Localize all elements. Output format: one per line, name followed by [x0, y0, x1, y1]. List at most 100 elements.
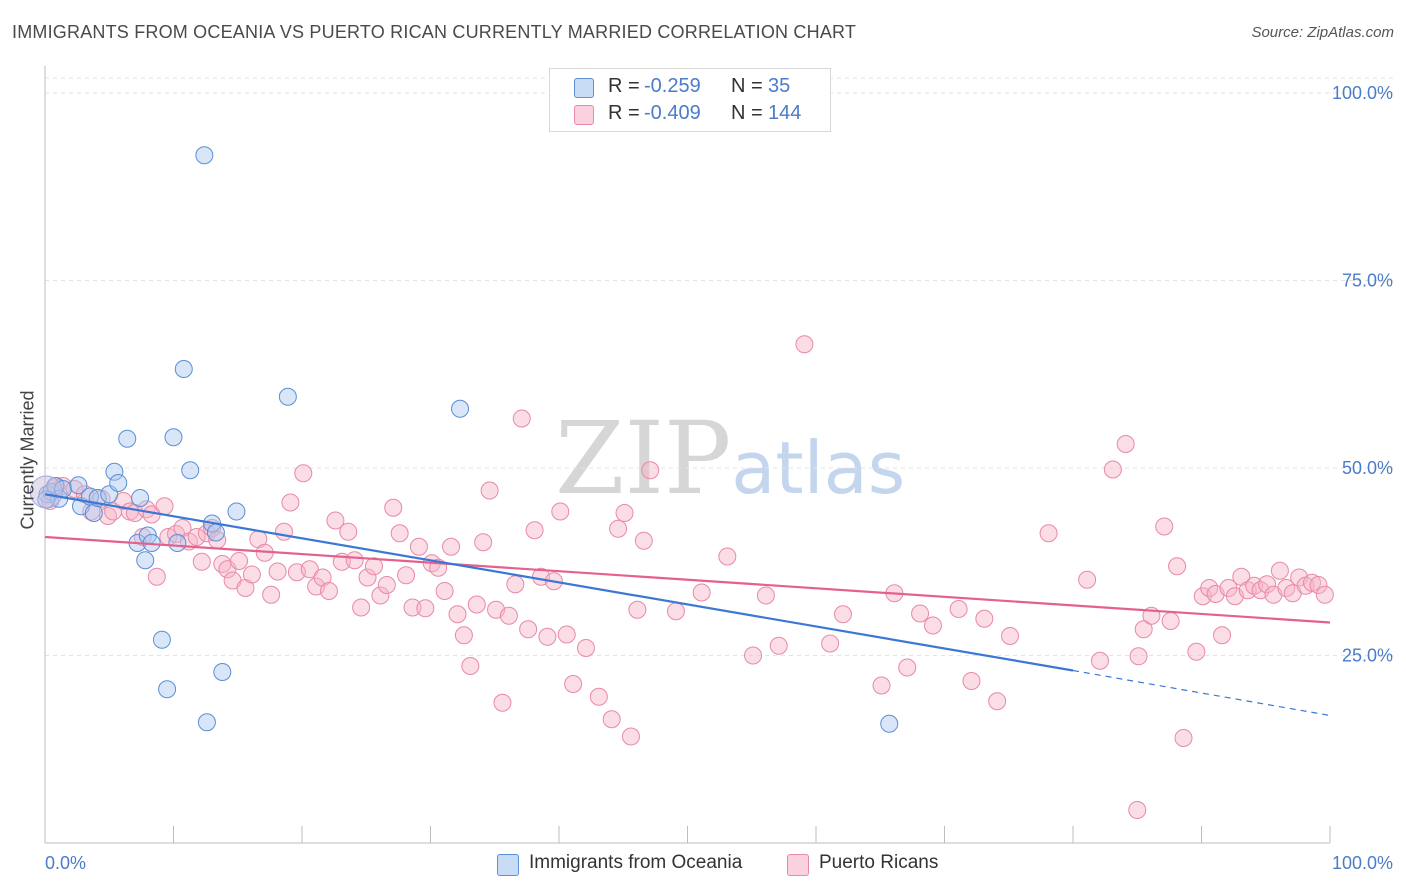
legend-n-label: N = — [731, 75, 763, 97]
y-tick-label: 50.0% — [1342, 458, 1393, 478]
puerto-rican-point — [923, 616, 942, 635]
puerto-rican-point — [525, 521, 544, 540]
puerto-rican-point — [352, 598, 371, 617]
puerto-rican-point — [364, 557, 383, 576]
puerto-rican-point — [1001, 627, 1020, 645]
trend-lines — [44, 493, 1331, 717]
puerto-rican-point — [1129, 647, 1148, 666]
puerto-rican-point — [493, 693, 512, 712]
puerto-rican-point — [242, 565, 261, 584]
puerto-rican-point — [602, 710, 621, 729]
puerto-rican-point — [621, 727, 640, 746]
bottom-legend-swatch-oceania — [497, 854, 519, 876]
oceania-trend-line — [44, 493, 1074, 672]
puerto-rican-point — [345, 551, 364, 570]
oceania-point — [131, 489, 150, 507]
puerto-rican-point — [615, 504, 634, 522]
oceania-point — [451, 399, 470, 418]
legend-r-label: R = — [608, 75, 640, 97]
puerto-rican-point — [187, 528, 206, 546]
zipatlas-watermark: ZIPatlas — [555, 400, 905, 517]
legend-n-value: 144 — [768, 102, 802, 124]
puerto-rican-point — [467, 595, 486, 614]
source-credit[interactable]: Source: ZipAtlas.com — [1251, 24, 1394, 41]
puerto-rican-point — [576, 639, 595, 657]
puerto-rican-point — [480, 481, 499, 500]
oceania-point — [168, 534, 187, 552]
bottom-legend-label-oceania: Immigrants from Oceania — [529, 852, 743, 873]
puerto-rican-point — [1270, 561, 1289, 580]
oceania-point — [227, 502, 246, 521]
puerto-rican-point — [416, 599, 435, 618]
legend-n-label: N = — [731, 102, 763, 124]
oceania-point — [84, 504, 103, 522]
puerto-rican-point — [795, 335, 814, 354]
puerto-rican-point — [634, 531, 653, 550]
oceania-point — [206, 523, 225, 542]
puerto-rican-point — [1238, 581, 1257, 600]
puerto-rican-point — [268, 562, 287, 581]
puerto-rican-point — [474, 533, 493, 552]
puerto-rican-point — [377, 576, 396, 594]
y-tick-label: 100.0% — [1332, 83, 1393, 103]
puerto-rican-point — [756, 586, 775, 605]
puerto-rican-point — [454, 626, 473, 645]
puerto-rican-point — [1213, 626, 1232, 645]
puerto-rican-point — [192, 552, 211, 571]
watermark-zip: ZIP — [555, 400, 732, 517]
puerto-rican-point — [1116, 435, 1135, 453]
puerto-rican-point — [666, 602, 685, 621]
legend-swatch-oceania — [574, 78, 594, 98]
puerto-rican-point — [898, 658, 917, 677]
tick-labels: 25.0% 50.0% 75.0% 100.0% 0.0% 100.0% — [45, 83, 1393, 873]
puerto-rican-point — [769, 636, 788, 655]
puerto-rican-point — [326, 511, 345, 530]
puerto-rican-point — [1078, 570, 1097, 589]
puerto-rican-point — [409, 537, 428, 556]
puerto-rican-point — [609, 519, 628, 538]
puerto-rican-trend-line — [44, 535, 1331, 624]
puerto-rican-point — [403, 598, 422, 617]
puerto-rican-point — [397, 566, 416, 585]
puerto-rican-point — [744, 646, 763, 665]
x-tick-label: 0.0% — [45, 853, 86, 873]
puerto-rican-point — [551, 502, 570, 521]
puerto-rican-point — [358, 568, 377, 587]
puerto-rican-point — [1090, 651, 1109, 670]
x-tick-label: 100.0% — [1332, 853, 1393, 873]
puerto-rican-point — [1128, 801, 1147, 819]
puerto-rican-point — [1168, 557, 1187, 576]
puerto-rican-point — [557, 625, 576, 644]
puerto-rican-point — [1309, 576, 1328, 594]
puerto-rican-point — [1258, 575, 1277, 594]
bottom-legend-swatch-puerto-rican — [787, 854, 809, 876]
puerto-rican-point — [1245, 576, 1264, 595]
legend-r-value: -0.409 — [644, 102, 701, 124]
puerto-rican-point — [147, 567, 166, 586]
puerto-rican-point — [949, 600, 968, 618]
puerto-rican-point — [197, 524, 216, 543]
puerto-rican-point — [1103, 460, 1122, 479]
puerto-rican-point — [1161, 612, 1180, 630]
oceania-cluster-point — [29, 475, 63, 509]
oceania-point — [197, 713, 216, 732]
oceania-point — [195, 146, 214, 165]
bottom-legend-label-puerto-rican: Puerto Ricans — [819, 852, 939, 873]
puerto-rican-point — [435, 582, 454, 600]
puerto-rican-point — [821, 634, 840, 653]
puerto-rican-point — [911, 604, 930, 623]
puerto-rican-point — [300, 560, 319, 579]
puerto-rican-point — [442, 537, 461, 556]
puerto-rican-point — [275, 522, 294, 541]
legend-n-value: 35 — [768, 75, 791, 97]
puerto-rican-point — [294, 464, 313, 483]
puerto-rican-point — [230, 552, 249, 570]
puerto-rican-point — [564, 675, 583, 693]
oceania-point — [69, 476, 88, 495]
puerto-rican-point — [499, 606, 518, 625]
puerto-rican-point — [448, 605, 467, 624]
puerto-rican-point — [155, 497, 174, 516]
puerto-rican-point — [718, 547, 737, 566]
oceania-point — [136, 551, 155, 570]
